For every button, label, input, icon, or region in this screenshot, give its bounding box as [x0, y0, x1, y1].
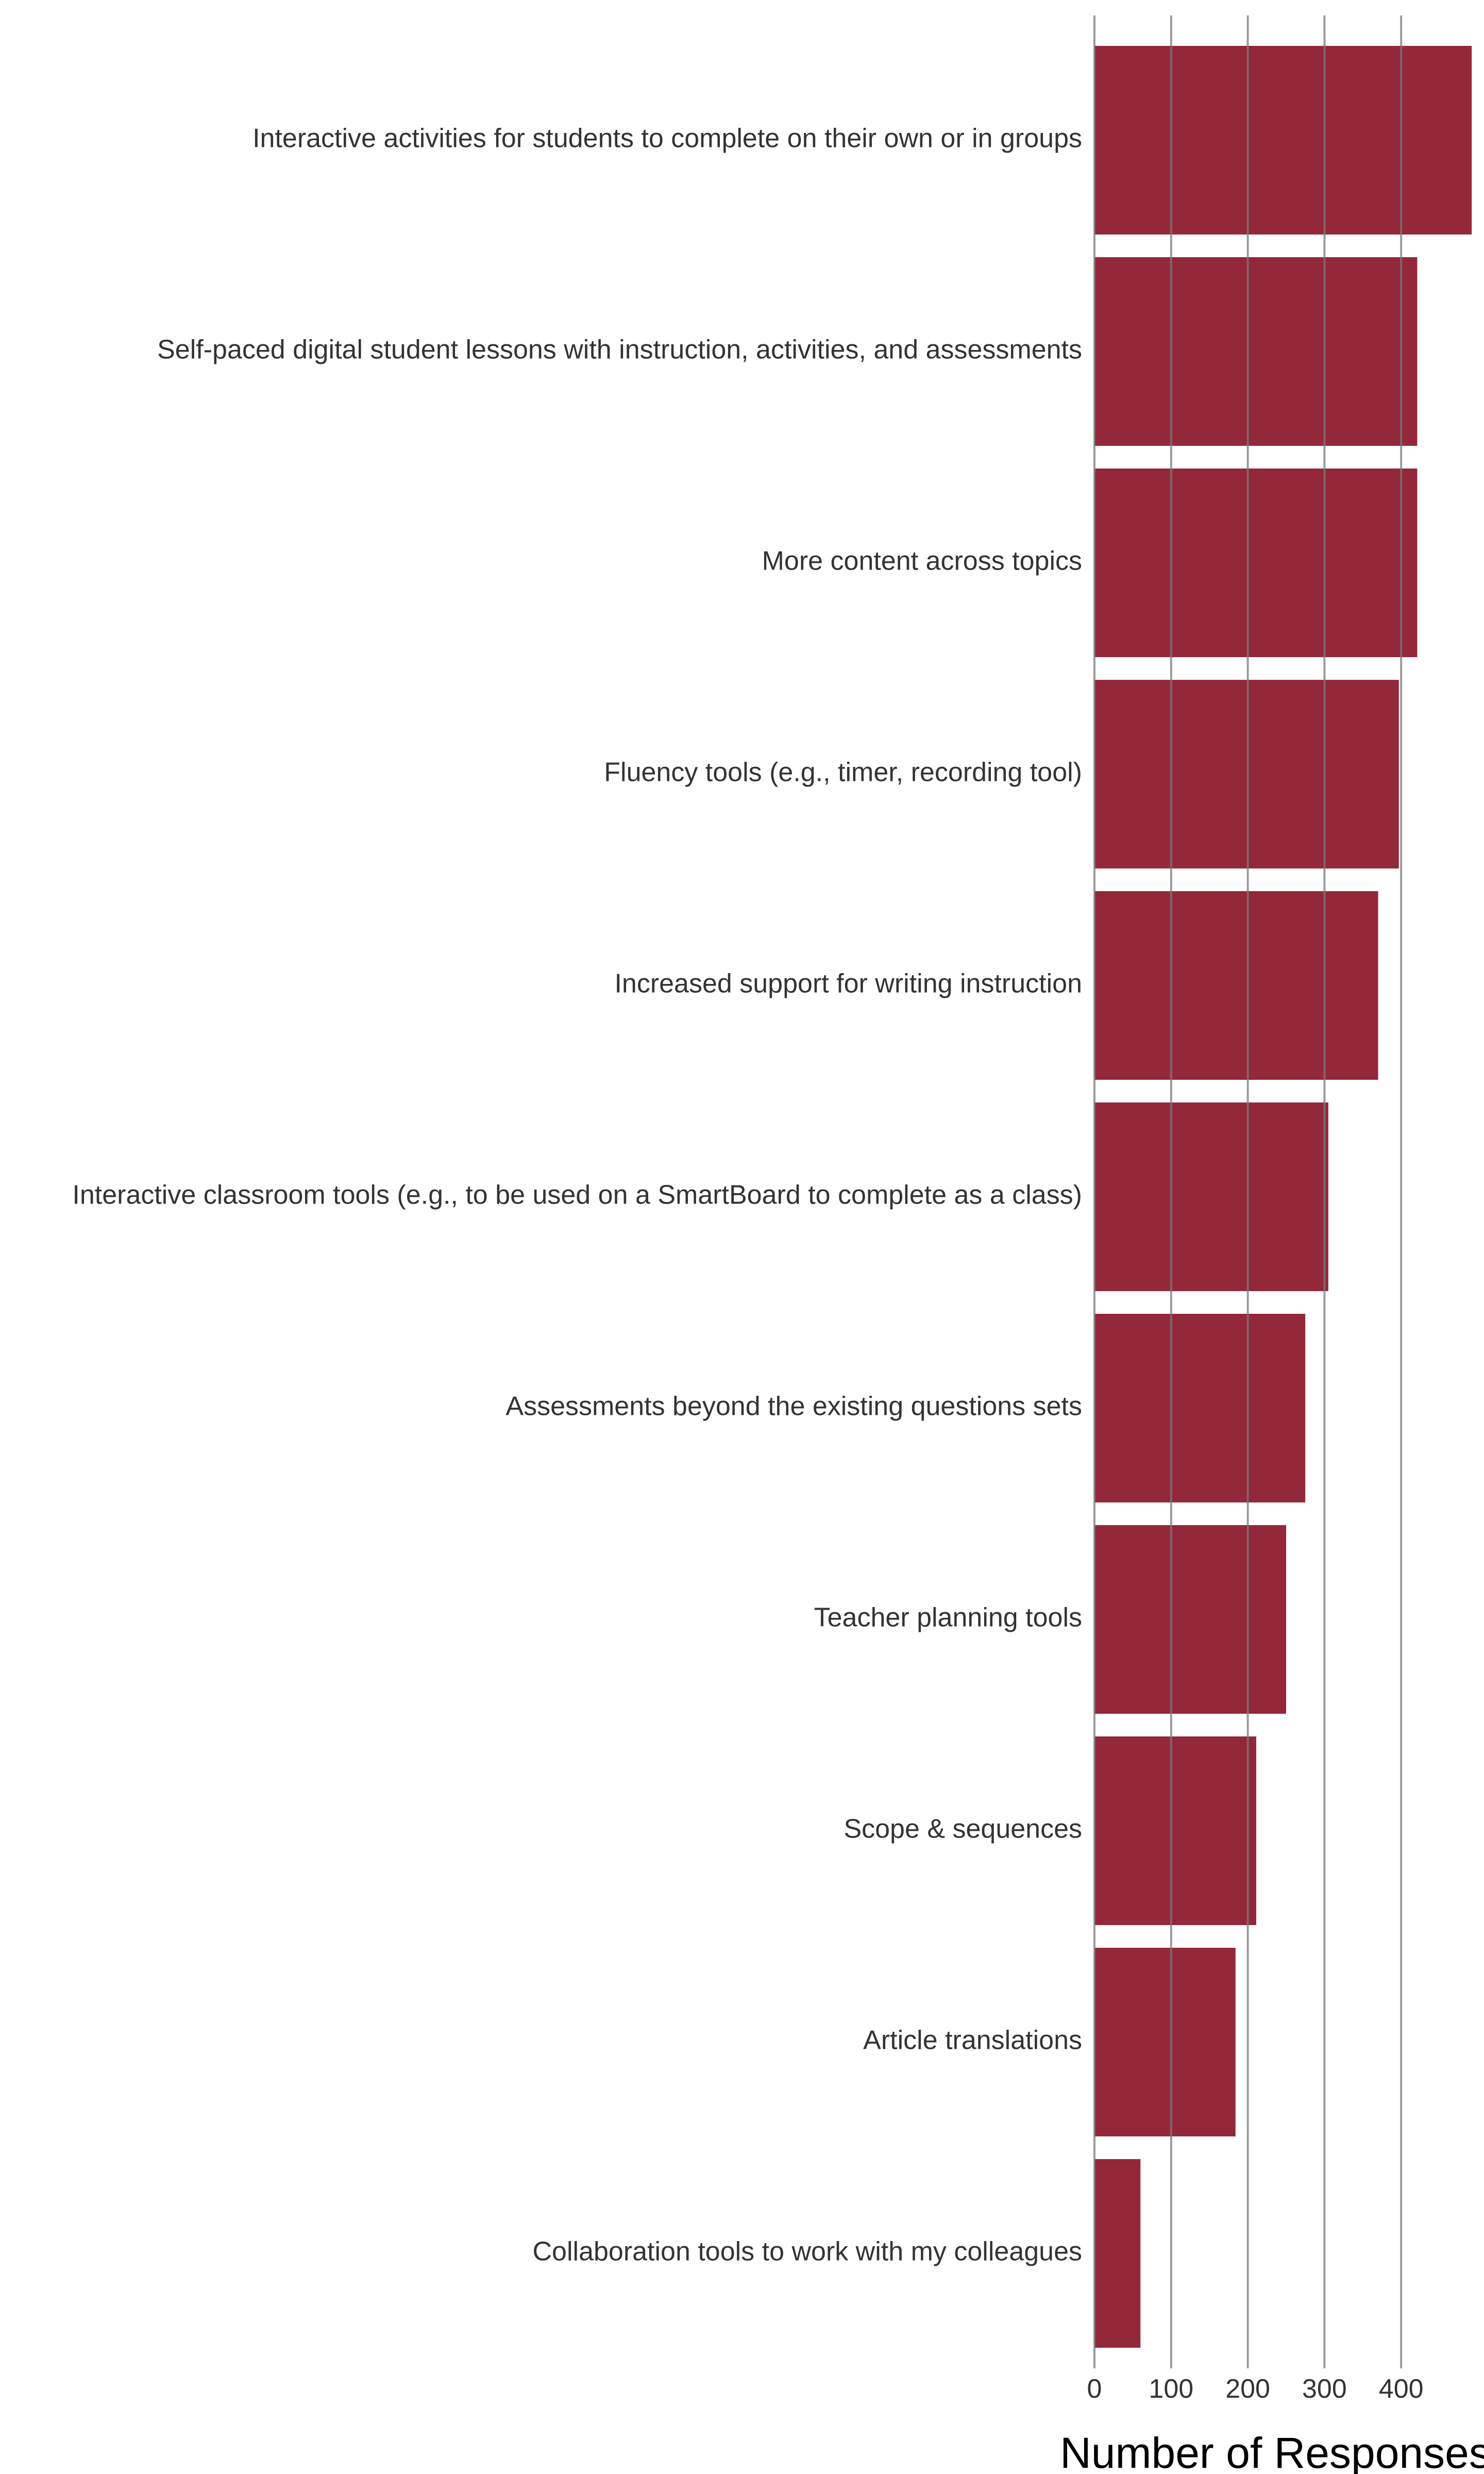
x-tick-label: 400	[1379, 2374, 1424, 2404]
bar	[1094, 1314, 1306, 1502]
category-label: Fluency tools (e.g., timer, recording to…	[604, 758, 1082, 788]
category-label: Article translations	[863, 2026, 1082, 2055]
bar	[1094, 1525, 1286, 1714]
category-label: Scope & sequences	[844, 1814, 1082, 1844]
category-label: Increased support for writing instructio…	[614, 969, 1082, 999]
x-axis-title: Number of Responses	[1060, 2429, 1484, 2474]
bar	[1094, 257, 1418, 446]
x-tick-label: 0	[1087, 2374, 1102, 2404]
bar	[1094, 46, 1472, 235]
bar	[1094, 680, 1399, 868]
category-label: Collaboration tools to work with my coll…	[532, 2237, 1082, 2267]
gridlines-layer	[1093, 15, 1403, 2368]
category-label: Self-paced digital student lessons with …	[157, 335, 1082, 365]
category-label: Assessments beyond the existing question…	[505, 1392, 1082, 1422]
x-tick-label: 200	[1225, 2374, 1270, 2404]
category-label: Interactive activities for students to c…	[252, 124, 1082, 154]
bar	[1094, 1948, 1236, 2136]
bar	[1094, 469, 1418, 657]
bar	[1094, 1736, 1256, 1925]
bar	[1094, 2159, 1141, 2348]
x-tick-labels-layer: 0 100 200 300 400	[1087, 2374, 1424, 2404]
bar	[1094, 1102, 1328, 1291]
bars-layer	[1094, 46, 1472, 2348]
category-label: More content across topics	[762, 546, 1082, 576]
x-tick-label: 300	[1302, 2374, 1347, 2404]
x-tick-label: 100	[1149, 2374, 1193, 2404]
bar	[1094, 891, 1378, 1080]
category-label: Interactive classroom tools (e.g., to be…	[72, 1180, 1082, 1210]
category-labels-layer: Interactive activities for students to c…	[72, 124, 1082, 2267]
category-label: Teacher planning tools	[814, 1603, 1082, 1633]
